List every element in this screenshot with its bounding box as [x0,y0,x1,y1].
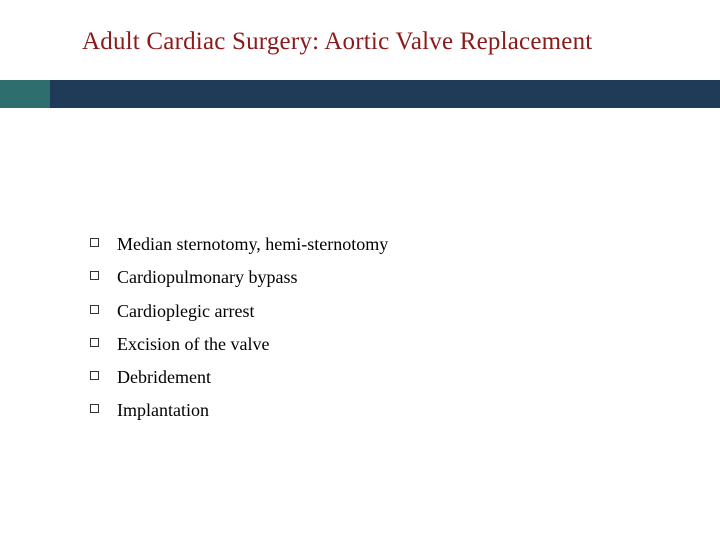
square-bullet-icon [90,305,99,314]
list-item: Median sternotomy, hemi-sternotomy [90,232,660,256]
square-bullet-icon [90,271,99,280]
list-item-text: Excision of the valve [117,332,269,356]
list-item: Implantation [90,398,660,422]
bullet-list: Median sternotomy, hemi-sternotomy Cardi… [90,232,660,432]
list-item-text: Implantation [117,398,209,422]
square-bullet-icon [90,404,99,413]
list-item-text: Median sternotomy, hemi-sternotomy [117,232,388,256]
list-item-text: Debridement [117,365,211,389]
slide-title: Adult Cardiac Surgery: Aortic Valve Repl… [82,28,680,56]
title-underline-accent [0,80,50,108]
list-item: Cardioplegic arrest [90,299,660,323]
list-item: Debridement [90,365,660,389]
list-item-text: Cardiopulmonary bypass [117,265,297,289]
list-item: Cardiopulmonary bypass [90,265,660,289]
slide: Adult Cardiac Surgery: Aortic Valve Repl… [0,0,720,540]
list-item-text: Cardioplegic arrest [117,299,254,323]
square-bullet-icon [90,238,99,247]
square-bullet-icon [90,371,99,380]
title-underline-bar [0,80,720,108]
square-bullet-icon [90,338,99,347]
list-item: Excision of the valve [90,332,660,356]
